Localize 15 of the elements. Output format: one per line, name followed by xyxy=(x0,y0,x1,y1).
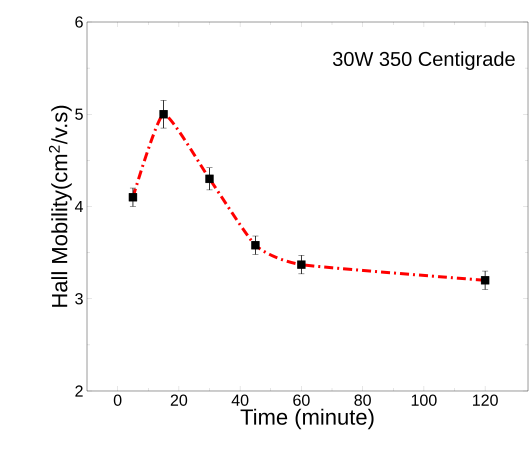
y-tick-label: 2 xyxy=(75,385,83,397)
y-axis-title: Hall Mobility(cm$^{2}$/v.s) xyxy=(48,106,72,307)
x-tick-label: 0 xyxy=(114,394,122,406)
y-tick-label: 3 xyxy=(75,293,83,304)
y-tick-label: 5 xyxy=(75,108,83,120)
x-tick-label: 100 xyxy=(412,394,437,406)
x-tick-label: 20 xyxy=(170,394,188,406)
x-tick-label: 120 xyxy=(473,394,498,406)
y-tick-label: 4 xyxy=(74,200,84,212)
x-tick-label: 60 xyxy=(293,394,310,406)
annotation: 30W 350 Centigrade xyxy=(332,51,515,70)
x-tick-label: 40 xyxy=(232,394,248,406)
x-tick-label: 80 xyxy=(354,394,371,406)
x-axis-title: Time (minute) xyxy=(240,408,374,430)
y-tick-label: 6 xyxy=(75,16,83,28)
